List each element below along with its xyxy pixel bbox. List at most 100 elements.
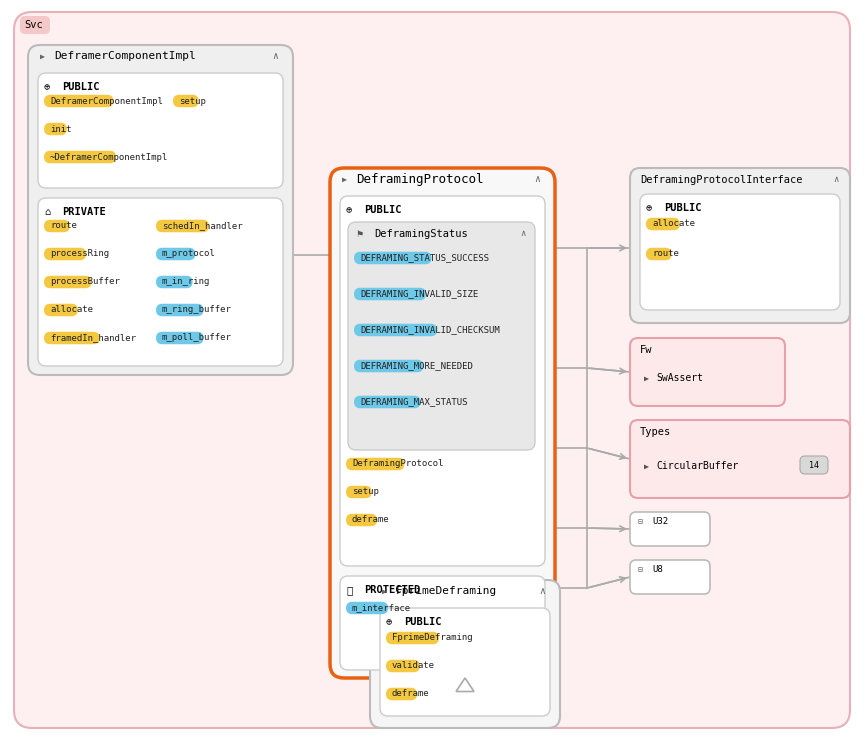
FancyBboxPatch shape <box>800 456 828 474</box>
FancyBboxPatch shape <box>44 248 86 260</box>
Text: ∧: ∧ <box>534 174 540 184</box>
FancyBboxPatch shape <box>44 332 99 344</box>
Text: framedIn_handler: framedIn_handler <box>50 334 136 343</box>
Text: DeframingStatus: DeframingStatus <box>374 229 468 239</box>
FancyBboxPatch shape <box>630 168 850 323</box>
Text: ⊕: ⊕ <box>346 205 352 215</box>
FancyBboxPatch shape <box>646 218 680 230</box>
FancyBboxPatch shape <box>38 198 283 366</box>
Text: ⊕: ⊕ <box>44 82 50 92</box>
Text: PUBLIC: PUBLIC <box>62 82 99 92</box>
Text: DeframingProtocolInterface: DeframingProtocolInterface <box>640 175 803 185</box>
FancyBboxPatch shape <box>346 458 405 470</box>
Text: DeframerComponentImpl: DeframerComponentImpl <box>50 96 163 106</box>
FancyBboxPatch shape <box>386 632 439 645</box>
FancyBboxPatch shape <box>386 660 420 672</box>
Text: DEFRAMING_INVALID_CHECKSUM: DEFRAMING_INVALID_CHECKSUM <box>360 326 500 334</box>
FancyBboxPatch shape <box>348 222 535 450</box>
Text: ⊕: ⊕ <box>646 203 652 213</box>
Text: ▶: ▶ <box>382 587 387 596</box>
FancyBboxPatch shape <box>156 248 195 260</box>
Text: PUBLIC: PUBLIC <box>404 617 441 627</box>
Text: ∧: ∧ <box>521 229 526 238</box>
FancyBboxPatch shape <box>330 168 555 678</box>
Text: setup: setup <box>179 96 206 106</box>
FancyBboxPatch shape <box>354 288 426 300</box>
Text: ▶: ▶ <box>644 462 649 471</box>
Text: 14: 14 <box>809 460 819 469</box>
FancyBboxPatch shape <box>354 360 423 372</box>
FancyBboxPatch shape <box>20 16 50 34</box>
Text: CircularBuffer: CircularBuffer <box>656 461 738 471</box>
Text: FprimeDeframing: FprimeDeframing <box>396 586 497 596</box>
Text: route: route <box>652 249 679 258</box>
Text: validate: validate <box>392 662 435 670</box>
Text: schedIn_handler: schedIn_handler <box>162 221 242 230</box>
Text: PROTECTED: PROTECTED <box>364 585 420 595</box>
Text: PUBLIC: PUBLIC <box>664 203 702 213</box>
FancyBboxPatch shape <box>156 220 209 232</box>
FancyBboxPatch shape <box>354 396 420 408</box>
FancyBboxPatch shape <box>156 276 193 289</box>
FancyBboxPatch shape <box>346 514 377 526</box>
Text: processBuffer: processBuffer <box>50 278 120 286</box>
Text: ⚑: ⚑ <box>356 229 362 239</box>
FancyBboxPatch shape <box>38 73 283 188</box>
Text: DEFRAMING_INVALID_SIZE: DEFRAMING_INVALID_SIZE <box>360 289 478 298</box>
FancyBboxPatch shape <box>646 248 671 260</box>
FancyBboxPatch shape <box>173 95 199 107</box>
FancyBboxPatch shape <box>630 512 710 546</box>
Text: m_interface: m_interface <box>352 604 411 613</box>
Text: ▶: ▶ <box>644 374 649 383</box>
Text: SwAssert: SwAssert <box>656 373 703 383</box>
Text: allocate: allocate <box>50 306 93 314</box>
Text: Types: Types <box>640 427 671 437</box>
Text: m_in_ring: m_in_ring <box>162 278 210 286</box>
Text: DeframerComponentImpl: DeframerComponentImpl <box>54 51 195 61</box>
Text: ∧: ∧ <box>272 51 278 61</box>
Text: ▶: ▶ <box>40 52 45 61</box>
FancyBboxPatch shape <box>44 220 70 232</box>
FancyBboxPatch shape <box>630 560 710 594</box>
Text: ⊟: ⊟ <box>638 565 643 574</box>
FancyBboxPatch shape <box>44 151 116 164</box>
Text: DeframingProtocol: DeframingProtocol <box>356 172 484 186</box>
FancyBboxPatch shape <box>630 420 850 498</box>
FancyBboxPatch shape <box>346 485 372 498</box>
Text: m_protocol: m_protocol <box>162 249 215 258</box>
Text: PRIVATE: PRIVATE <box>62 207 106 217</box>
FancyBboxPatch shape <box>44 95 113 107</box>
FancyBboxPatch shape <box>386 687 417 700</box>
FancyBboxPatch shape <box>354 324 437 336</box>
Text: m_poll_buffer: m_poll_buffer <box>162 334 232 343</box>
FancyBboxPatch shape <box>346 602 388 614</box>
Text: ▶: ▶ <box>342 175 347 184</box>
Text: DEFRAMING_MAX_STATUS: DEFRAMING_MAX_STATUS <box>360 397 467 406</box>
FancyBboxPatch shape <box>370 580 560 728</box>
FancyBboxPatch shape <box>44 276 92 289</box>
FancyBboxPatch shape <box>156 303 203 316</box>
Text: Svc: Svc <box>24 20 42 30</box>
FancyBboxPatch shape <box>340 196 545 566</box>
FancyBboxPatch shape <box>380 608 550 716</box>
Text: PUBLIC: PUBLIC <box>364 205 401 215</box>
Text: U32: U32 <box>652 517 668 526</box>
Text: FprimeDeframing: FprimeDeframing <box>392 633 472 642</box>
Text: Fw: Fw <box>640 345 652 355</box>
FancyBboxPatch shape <box>640 194 840 310</box>
FancyBboxPatch shape <box>354 252 432 264</box>
FancyBboxPatch shape <box>28 45 293 375</box>
Text: processRing: processRing <box>50 249 109 258</box>
Text: ∧: ∧ <box>539 586 545 596</box>
Text: allocate: allocate <box>652 220 695 229</box>
Text: ⌂: ⌂ <box>44 207 50 217</box>
Text: 🔒: 🔒 <box>346 585 352 595</box>
Text: ∧: ∧ <box>833 175 839 184</box>
Text: ⊕: ⊕ <box>386 617 392 627</box>
Text: setup: setup <box>352 488 379 497</box>
FancyBboxPatch shape <box>340 576 545 670</box>
Polygon shape <box>456 678 474 691</box>
Text: deframe: deframe <box>392 690 430 699</box>
Text: DEFRAMING_STATUS_SUCCESS: DEFRAMING_STATUS_SUCCESS <box>360 254 489 263</box>
Text: deframe: deframe <box>352 516 389 525</box>
